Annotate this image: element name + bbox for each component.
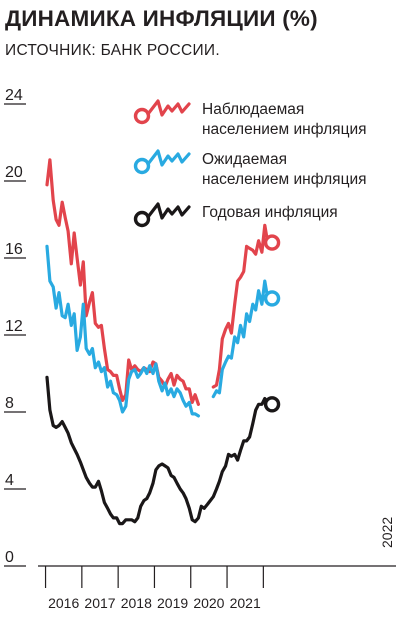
y-tick-label: 20	[5, 164, 23, 181]
y-tick-label: 24	[5, 87, 23, 104]
x-tick-label: 2016	[48, 595, 79, 611]
legend-label: Ожидаемая	[202, 151, 287, 168]
legend-marker-circle	[133, 107, 151, 125]
chart-subtitle: ИСТОЧНИК: БАНК РОССИИ.	[5, 42, 220, 59]
chart-title: ДИНАМИКА ИНФЛЯЦИИ (%)	[5, 6, 318, 31]
x-tick-label: 2020	[193, 595, 224, 611]
series-end-marker	[263, 396, 281, 413]
series-line	[45, 158, 270, 406]
y-tick-label: 0	[5, 549, 14, 566]
legend-marker-line	[146, 99, 191, 117]
legend-marker-line	[146, 149, 191, 167]
legend-label: Годовая инфляция	[202, 204, 338, 221]
y-tick-label: 12	[5, 318, 23, 335]
y-tick-label: 16	[5, 241, 23, 258]
x-tick-label: 2019	[157, 595, 188, 611]
legend-label: населением инфляция	[202, 171, 367, 188]
x-tick-label: 2021	[230, 595, 261, 611]
x-tick-label: 2022	[379, 517, 395, 548]
x-tick-label: 2017	[84, 595, 115, 611]
legend-label: населением инфляция	[202, 121, 367, 138]
x-tick-label: 2018	[121, 595, 152, 611]
series-end-marker	[263, 290, 281, 307]
legend-label: Наблюдаемая	[202, 101, 304, 118]
series-line	[45, 244, 270, 418]
legend-marker-circle	[133, 210, 151, 228]
legend-marker-circle	[133, 157, 151, 175]
y-tick-label: 8	[5, 395, 14, 412]
y-tick-label: 4	[5, 472, 14, 489]
series-end-marker	[263, 234, 281, 251]
series-line	[45, 375, 270, 526]
legend-marker-line	[146, 202, 191, 220]
